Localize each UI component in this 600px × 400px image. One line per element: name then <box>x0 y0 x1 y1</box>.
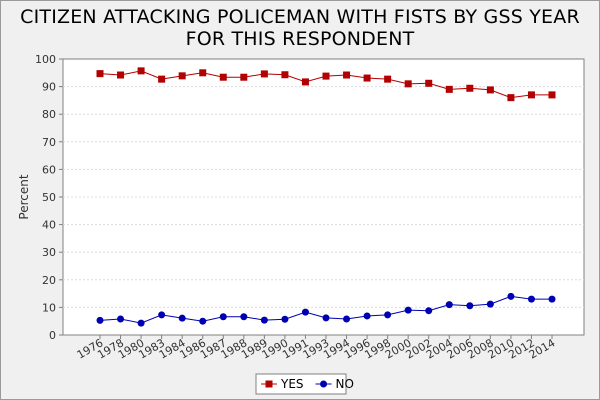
data-point-no <box>384 311 392 319</box>
data-point-yes <box>96 70 104 78</box>
data-point-yes <box>178 72 186 80</box>
y-tick-label: 40 <box>42 219 56 232</box>
data-point-yes <box>117 71 125 79</box>
legend-label-yes: YES <box>280 377 304 391</box>
data-point-yes <box>137 67 145 75</box>
data-point-no <box>240 313 248 321</box>
data-point-no <box>199 317 207 325</box>
data-point-yes <box>384 75 392 83</box>
y-tick-label: 80 <box>42 108 56 121</box>
data-point-yes <box>322 72 330 80</box>
y-tick-label: 60 <box>42 163 56 176</box>
data-point-yes <box>240 73 248 81</box>
data-point-no <box>343 315 351 323</box>
data-point-yes <box>507 94 515 102</box>
data-point-no <box>404 306 412 314</box>
chart-title-line-1: CITIZEN ATTACKING POLICEMAN WITH FISTS B… <box>20 6 580 28</box>
y-tick-label: 30 <box>42 246 56 259</box>
legend-marker-no <box>320 380 328 388</box>
data-point-no <box>425 307 433 315</box>
data-point-no <box>158 311 166 319</box>
y-tick-label: 50 <box>42 191 56 204</box>
data-point-no <box>219 313 227 321</box>
y-axis: 0 10 20 30 40 50 60 70 80 90 100 <box>35 53 63 342</box>
data-point-yes <box>445 85 453 93</box>
y-axis-title: Percent <box>17 174 31 219</box>
legend: YES NO <box>255 373 354 395</box>
data-point-no <box>281 315 289 323</box>
data-point-no <box>527 295 535 303</box>
data-point-no <box>486 300 494 308</box>
data-point-yes <box>425 79 433 87</box>
grid-layer <box>63 86 584 308</box>
legend-box <box>255 373 347 395</box>
data-point-no <box>445 301 453 309</box>
y-tick-label: 10 <box>42 301 56 314</box>
data-point-yes <box>486 86 494 94</box>
series-yes <box>96 67 556 102</box>
x-axis: 1976197819801983198419861987198819891990… <box>75 335 558 362</box>
data-point-no <box>96 316 104 324</box>
data-point-no <box>178 314 186 322</box>
data-point-no <box>301 308 309 316</box>
data-point-no <box>363 312 371 320</box>
data-point-no <box>137 319 145 327</box>
data-point-yes <box>343 71 351 79</box>
legend-marker-yes <box>265 380 273 388</box>
chart-title-line-2: FOR THIS RESPONDENT <box>185 28 415 50</box>
y-tick-label: 20 <box>42 274 56 287</box>
data-point-yes <box>363 74 371 82</box>
data-point-yes <box>219 73 227 81</box>
data-point-yes <box>466 84 474 92</box>
data-point-no <box>548 295 556 303</box>
data-point-no <box>466 302 474 310</box>
series-no <box>96 292 556 327</box>
y-tick-label: 70 <box>42 136 56 149</box>
data-point-yes <box>281 71 289 79</box>
data-point-no <box>117 315 125 323</box>
data-point-no <box>260 316 268 324</box>
legend-label-no: NO <box>336 377 354 391</box>
data-point-yes <box>527 91 535 99</box>
data-point-yes <box>548 91 556 99</box>
y-tick-label: 100 <box>35 53 56 66</box>
data-point-yes <box>158 75 166 83</box>
data-point-no <box>322 314 330 322</box>
y-tick-label: 0 <box>49 329 56 342</box>
y-tick-label: 90 <box>42 81 56 94</box>
data-point-yes <box>301 78 309 86</box>
data-point-yes <box>199 69 207 77</box>
data-point-yes <box>260 70 268 78</box>
series-layer <box>96 67 556 327</box>
data-point-no <box>507 292 515 300</box>
data-point-yes <box>404 80 412 88</box>
